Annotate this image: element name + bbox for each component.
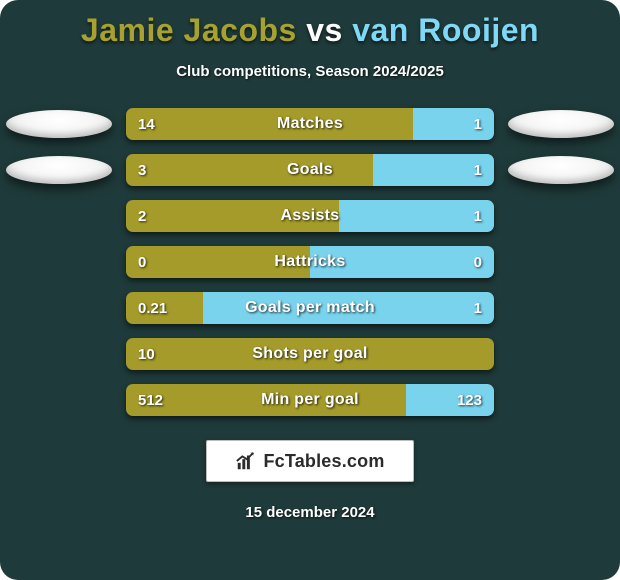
stat-row: Goals per match0.211 xyxy=(0,292,620,324)
stat-row: Hattricks00 xyxy=(0,246,620,278)
stat-bar: Shots per goal10 xyxy=(126,338,494,370)
brand-badge[interactable]: FcTables.com xyxy=(206,440,414,482)
date-text: 15 december 2024 xyxy=(0,504,620,521)
stat-bar-seg-a xyxy=(126,200,339,232)
stat-bar: Goals per match0.211 xyxy=(126,292,494,324)
stat-bar-seg-b xyxy=(310,246,494,278)
stat-bar: Goals31 xyxy=(126,154,494,186)
club-badge-left xyxy=(6,156,112,184)
chart-icon xyxy=(235,450,257,472)
title-player-b: van Rooijen xyxy=(352,12,539,48)
club-badge-left xyxy=(6,110,112,138)
stat-bar-seg-b xyxy=(413,108,494,140)
stat-row: Goals31 xyxy=(0,154,620,186)
stat-bar-seg-b xyxy=(203,292,494,324)
title-vs: vs xyxy=(306,12,343,48)
page-title: Jamie Jacobs vs van Rooijen xyxy=(0,12,620,49)
stat-bar-seg-a xyxy=(126,154,373,186)
stat-row: Min per goal512123 xyxy=(0,384,620,416)
stat-bar: Assists21 xyxy=(126,200,494,232)
stat-bar-seg-b xyxy=(373,154,494,186)
stat-bar-seg-b xyxy=(339,200,494,232)
stat-bar-seg-a xyxy=(126,246,310,278)
club-badge-right xyxy=(508,156,614,184)
stat-row: Assists21 xyxy=(0,200,620,232)
stat-bar-seg-a xyxy=(126,108,413,140)
subtitle: Club competitions, Season 2024/2025 xyxy=(0,63,620,80)
stat-bar-seg-a xyxy=(126,338,494,370)
stat-bar: Min per goal512123 xyxy=(126,384,494,416)
stat-bar: Matches141 xyxy=(126,108,494,140)
stat-bar: Hattricks00 xyxy=(126,246,494,278)
title-player-a: Jamie Jacobs xyxy=(81,12,297,48)
stat-bar-seg-b xyxy=(406,384,494,416)
brand-text: FcTables.com xyxy=(263,451,384,472)
stat-rows: Matches141 Goals31 Assists21 Hattricks00 Goa… xyxy=(0,108,620,416)
comparison-card: Jamie Jacobs vs van Rooijen Club competi… xyxy=(0,0,620,580)
stat-row: Matches141 xyxy=(0,108,620,140)
club-badge-right xyxy=(508,110,614,138)
stat-row: Shots per goal10 xyxy=(0,338,620,370)
stat-bar-seg-a xyxy=(126,384,406,416)
stat-bar-seg-a xyxy=(126,292,203,324)
